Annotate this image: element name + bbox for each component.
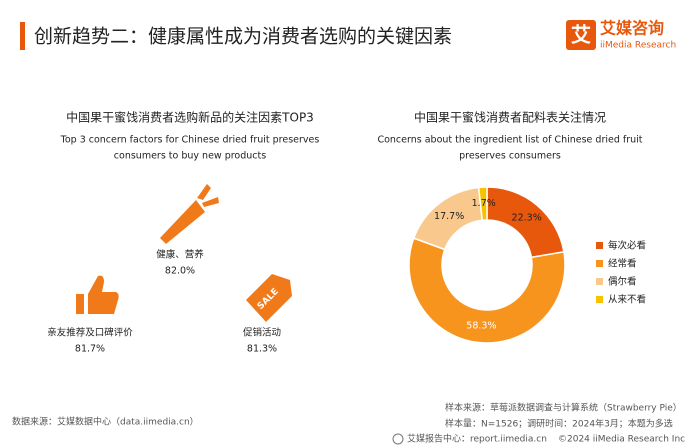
sample-source: 样本来源：草莓派数据调查与计算系统（Strawberry Pie） xyxy=(445,402,682,414)
thumbs-up-icon xyxy=(76,275,119,314)
title-accent xyxy=(20,22,25,50)
sale-tag-icon: SALE xyxy=(246,274,292,322)
brand: 艾媒咨询 xyxy=(600,19,664,38)
factor-value: 81.3% xyxy=(247,344,277,355)
legend-label: 从来不看 xyxy=(608,294,646,306)
factor-label: 亲友推荐及口碑评价 xyxy=(47,327,133,339)
legend-swatch xyxy=(596,260,603,267)
factor-label: 促销活动 xyxy=(243,327,281,339)
copyright: ©2024 iiMedia Research Inc xyxy=(558,435,685,445)
brand-en: iiMedia Research xyxy=(600,41,676,51)
legend-label: 偶尔看 xyxy=(608,276,637,288)
legend-label: 经常看 xyxy=(608,258,637,270)
chart-subtitle: Concerns about the ingredient list of Ch… xyxy=(377,135,642,146)
legend-swatch xyxy=(596,242,603,249)
slide-title: 创新趋势二：健康属性成为消费者选购的关键因素 xyxy=(34,26,452,48)
left-title: 中国果干蜜饯消费者选购新品的关注因素TOP3 xyxy=(66,110,314,125)
sample-info: 样本量：N=1526；调研时间：2024年3月；本题为多选 xyxy=(445,418,673,430)
value-label: 58.3% xyxy=(466,321,496,332)
left-subtitle: consumers to buy new products xyxy=(114,151,266,162)
donut-slice xyxy=(477,186,488,222)
value-label: 1.7% xyxy=(472,198,496,209)
factor-value: 81.7% xyxy=(75,344,105,355)
donut-slice xyxy=(408,237,566,344)
logo-mark xyxy=(566,20,596,50)
report-center: 艾媒报告中心：report.iimedia.cn xyxy=(407,433,547,445)
left-subtitle: Top 3 concern factors for Chinese dried … xyxy=(60,135,320,146)
chart-title: 中国果干蜜饯消费者配料表关注情况 xyxy=(414,110,606,125)
value-label: 22.3% xyxy=(512,212,542,223)
factor-label: 健康、营养 xyxy=(156,249,204,261)
legend-label: 每次必看 xyxy=(608,240,646,252)
factor-value: 82.0% xyxy=(165,266,195,277)
legend-swatch xyxy=(596,278,603,285)
source: 数据来源：艾媒数据中心（data.iimedia.cn） xyxy=(12,416,199,428)
carrot-icon xyxy=(160,184,219,244)
value-label: 17.7% xyxy=(434,211,464,222)
chart-subtitle: preserves consumers xyxy=(459,151,561,162)
legend-swatch xyxy=(596,296,603,303)
logo-char: 艾 xyxy=(571,23,591,47)
footer-icon xyxy=(392,433,404,445)
